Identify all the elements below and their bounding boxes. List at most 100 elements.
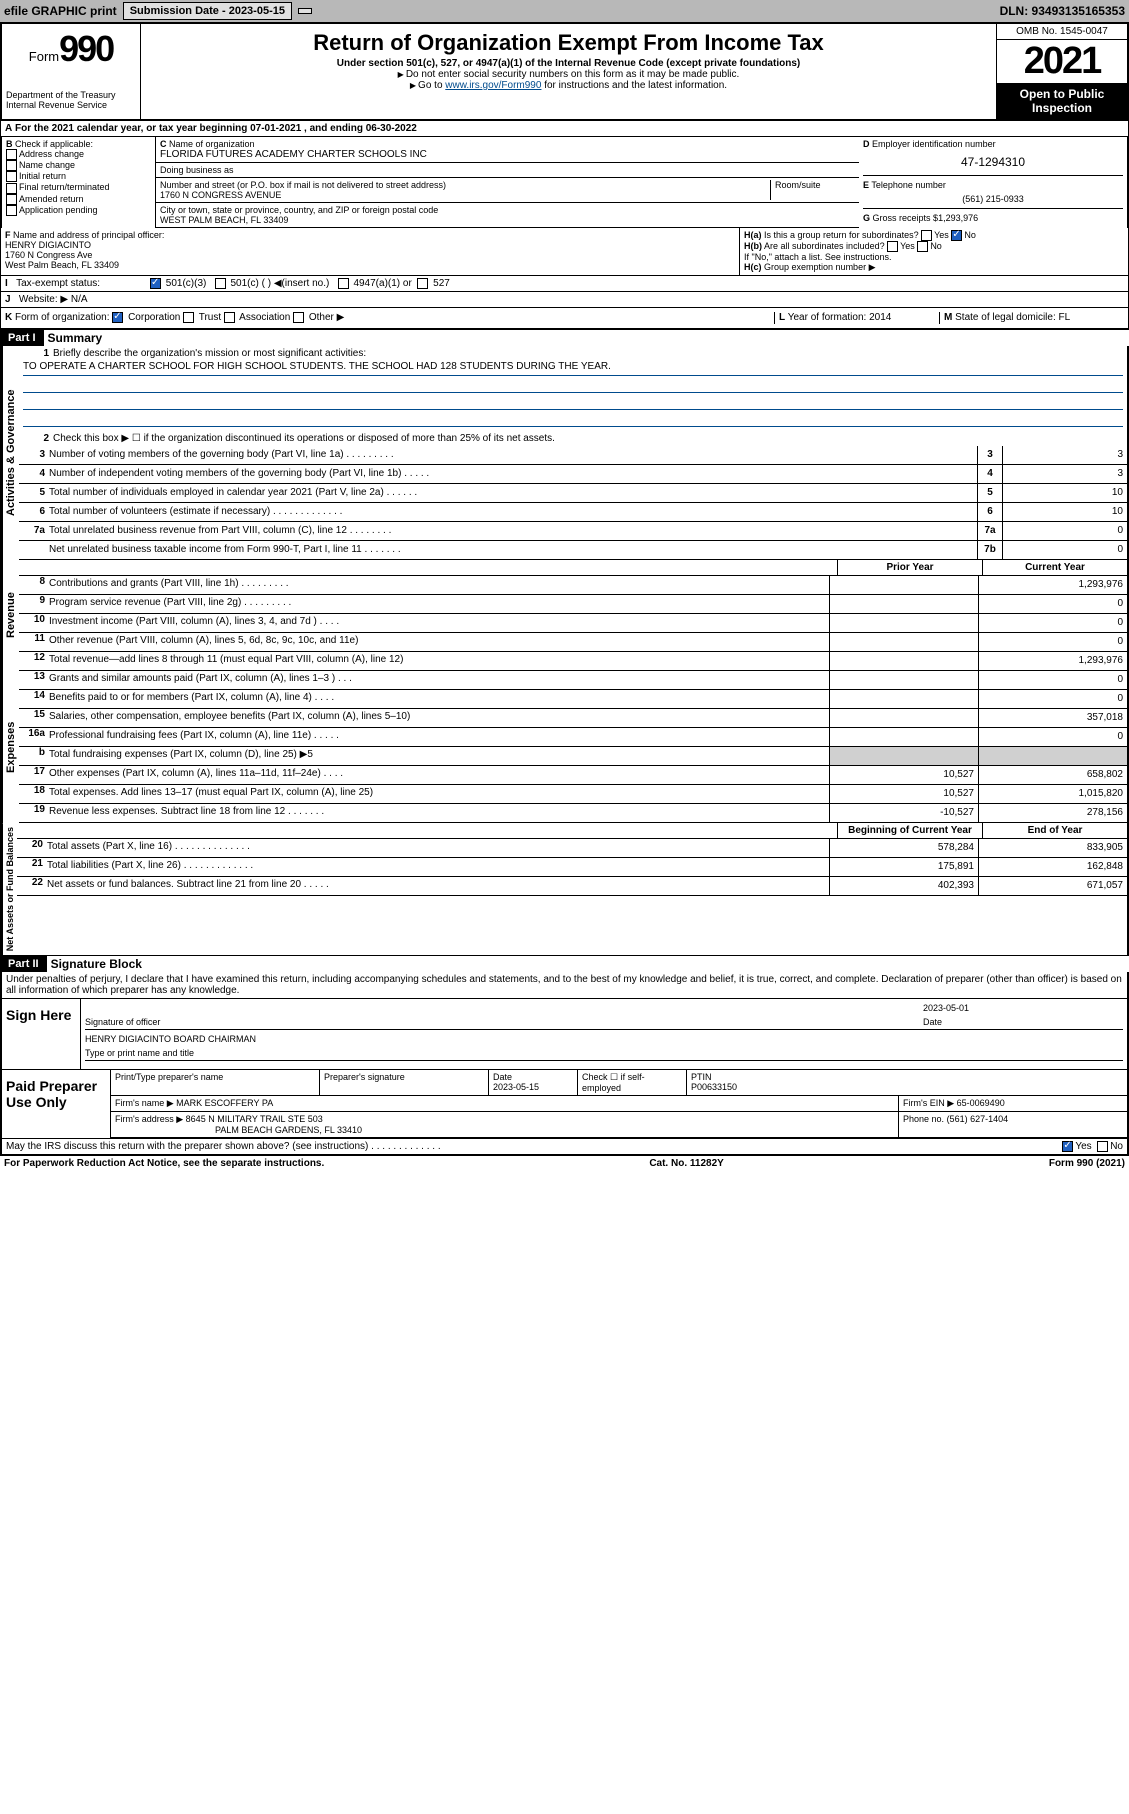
- g-label: Gross receipts $: [873, 213, 939, 223]
- goto-note: Go to www.irs.gov/Form990 for instructio…: [145, 80, 992, 91]
- cb-4947[interactable]: [338, 278, 349, 289]
- form-number: 990: [59, 28, 113, 69]
- form-header: Form990 Department of the Treasury Inter…: [0, 22, 1129, 121]
- d-label: Employer identification number: [872, 139, 996, 149]
- firm-addr1: 8645 N MILITARY TRAIL STE 503: [186, 1114, 323, 1124]
- hdr-current: Current Year: [982, 560, 1127, 575]
- row-k: K Form of organization: Corporation Trus…: [0, 308, 1129, 328]
- org-name: FLORIDA FUTURES ACADEMY CHARTER SCHOOLS …: [160, 149, 427, 160]
- i-label: Tax-exempt status:: [16, 278, 100, 289]
- cb-501c[interactable]: [215, 278, 226, 289]
- paid-preparer-label: Paid Preparer Use Only: [2, 1070, 110, 1138]
- part2-header: Part II Signature Block: [0, 955, 1129, 972]
- firm-name-label: Firm's name ▶: [115, 1098, 174, 1108]
- cb-trust[interactable]: [183, 312, 194, 323]
- discuss-yes[interactable]: [1062, 1141, 1073, 1152]
- pr-sig-label: Preparer's signature: [319, 1070, 488, 1095]
- hb-label: Are all subordinates included?: [764, 241, 885, 251]
- hb-yes[interactable]: [887, 241, 898, 252]
- hdr-prior: Prior Year: [837, 560, 982, 575]
- row-a-period: A For the 2021 calendar year, or tax yea…: [0, 121, 1129, 137]
- hb-no[interactable]: [917, 241, 928, 252]
- street-label: Number and street (or P.O. box if mail i…: [160, 180, 446, 190]
- page-footer: For Paperwork Reduction Act Notice, see …: [0, 1156, 1129, 1171]
- cb-501c3[interactable]: [150, 278, 161, 289]
- part2-title: Signature Block: [51, 957, 142, 971]
- dba: Doing business as: [156, 163, 859, 178]
- tax-year: 2021: [997, 40, 1127, 83]
- efile-label: efile GRAPHIC print: [4, 4, 117, 18]
- hb-note: If "No," attach a list. See instructions…: [744, 252, 891, 262]
- prep-phone: (561) 627-1404: [947, 1114, 1009, 1124]
- date-label: Date: [923, 1017, 1123, 1027]
- cb-amended[interactable]: [6, 194, 17, 205]
- dept-treasury: Department of the Treasury Internal Reve…: [6, 90, 136, 110]
- omb-number: OMB No. 1545-0047: [997, 24, 1127, 40]
- row-j: J Website: ▶ N/A: [0, 292, 1129, 308]
- part2-badge: Part II: [0, 956, 47, 972]
- cb-pending[interactable]: [6, 205, 17, 216]
- officer-addr2: West Palm Beach, FL 33409: [5, 260, 119, 270]
- sign-here-label: Sign Here: [2, 999, 81, 1069]
- footer-mid: Cat. No. 11282Y: [649, 1158, 723, 1169]
- ssn-note: Do not enter social security numbers on …: [145, 69, 992, 80]
- pr-check: Check ☐ if self-employed: [577, 1070, 686, 1095]
- officer-name: HENRY DIGIACINTO: [5, 240, 91, 250]
- discuss-no[interactable]: [1097, 1141, 1108, 1152]
- blank-btn[interactable]: [298, 8, 312, 14]
- form-title: Return of Organization Exempt From Incom…: [145, 30, 992, 56]
- declaration: Under penalties of perjury, I declare th…: [0, 972, 1129, 998]
- m-label: State of legal domicile:: [955, 312, 1056, 323]
- ha-label: Is this a group return for subordinates?: [764, 230, 919, 240]
- ein: 47-1294310: [863, 149, 1123, 175]
- room-suite: Room/suite: [770, 180, 855, 200]
- revenue-section: Revenue Prior YearCurrent Year 8Contribu…: [0, 560, 1129, 671]
- b-label: Check if applicable:: [15, 139, 93, 149]
- section-bcd: B Check if applicable: Address change Na…: [0, 137, 1129, 228]
- cb-initial[interactable]: [6, 171, 17, 182]
- hdr-boy: Beginning of Current Year: [837, 823, 982, 838]
- ha-no[interactable]: [951, 230, 962, 241]
- e-label: Telephone number: [871, 180, 946, 190]
- row-i: I Tax-exempt status: 501(c)(3) 501(c) ( …: [0, 276, 1129, 292]
- vtab-netassets: Net Assets or Fund Balances: [2, 823, 17, 955]
- firm-addr2: PALM BEACH GARDENS, FL 33410: [215, 1125, 362, 1135]
- irs-link[interactable]: www.irs.gov/Form990: [445, 80, 541, 91]
- activities-governance: Activities & Governance 1Briefly describ…: [0, 346, 1129, 560]
- submission-date[interactable]: Submission Date - 2023-05-15: [123, 2, 292, 20]
- firm-addr-label: Firm's address ▶: [115, 1114, 183, 1124]
- form-label: Form: [29, 49, 59, 64]
- cb-final[interactable]: [6, 183, 17, 194]
- cb-other[interactable]: [293, 312, 304, 323]
- netassets-section: Net Assets or Fund Balances Beginning of…: [0, 823, 1129, 955]
- open-inspection: Open to Public Inspection: [997, 83, 1127, 119]
- city-label: City or town, state or province, country…: [160, 205, 438, 215]
- part1-header: Part I Summary: [0, 329, 1129, 346]
- cb-assoc[interactable]: [224, 312, 235, 323]
- cb-527[interactable]: [417, 278, 428, 289]
- hdr-eoy: End of Year: [982, 823, 1127, 838]
- firm-ein-label: Firm's EIN ▶: [903, 1098, 954, 1108]
- ptin: P00633150: [691, 1082, 737, 1092]
- line2-text: Check this box ▶ ☐ if the organization d…: [53, 433, 555, 444]
- k-label: Form of organization:: [15, 313, 110, 324]
- row-fgh: F Name and address of principal officer:…: [0, 228, 1129, 276]
- gross-receipts: 1,293,976: [938, 213, 978, 223]
- vtab-revenue: Revenue: [2, 560, 19, 671]
- sig-date: 2023-05-01: [923, 1003, 1123, 1013]
- pr-date-label: Date: [493, 1072, 512, 1082]
- firm-ein: 65-0069490: [957, 1098, 1005, 1108]
- cb-corp[interactable]: [112, 312, 123, 323]
- phone: (561) 215-0933: [863, 190, 1123, 208]
- ha-yes[interactable]: [921, 230, 932, 241]
- officer-addr1: 1760 N Congress Ave: [5, 250, 92, 260]
- cb-name[interactable]: [6, 160, 17, 171]
- prep-phone-label: Phone no.: [903, 1114, 944, 1124]
- c-name-label: Name of organization: [169, 139, 255, 149]
- cb-address[interactable]: [6, 149, 17, 160]
- hc-label: Group exemption number ▶: [764, 262, 875, 272]
- year-formed: 2014: [869, 312, 891, 323]
- subtitle: Under section 501(c), 527, or 4947(a)(1)…: [145, 58, 992, 69]
- domicile: FL: [1059, 312, 1071, 323]
- pr-date: 2023-05-15: [493, 1082, 539, 1092]
